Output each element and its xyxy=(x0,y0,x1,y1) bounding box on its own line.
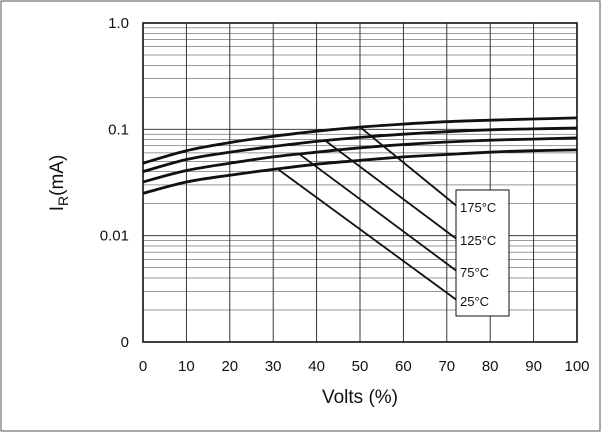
y-axis-title-main: I xyxy=(47,206,68,211)
x-tick-label: 50 xyxy=(352,358,369,375)
leader-line xyxy=(277,168,459,302)
y-tick-label: 1.0 xyxy=(108,15,129,32)
x-tick-label: 90 xyxy=(525,358,542,375)
x-tick-label: 0 xyxy=(139,358,147,375)
y-tick-label: 0 xyxy=(121,334,129,351)
series-label: 75°C xyxy=(460,265,489,280)
series-line xyxy=(142,136,578,184)
series-label: 125°C xyxy=(460,233,496,248)
x-tick-label: 60 xyxy=(395,358,412,375)
x-tick-label: 100 xyxy=(564,358,589,375)
y-tick-label: 0.1 xyxy=(108,121,129,138)
y-axis-title: IR(mA) xyxy=(47,155,71,212)
x-axis-title: Volts (%) xyxy=(322,387,398,408)
x-tick-label: 40 xyxy=(308,358,325,375)
x-tick-labels: 0 10 20 30 40 50 60 70 80 90 100 xyxy=(139,358,590,375)
series-label: 25°C xyxy=(460,294,489,309)
y-axis-title-subscript: R xyxy=(55,196,71,206)
series-line xyxy=(142,126,578,173)
series-labels: 175°C 125°C 75°C 25°C xyxy=(455,189,510,317)
x-tick-label: 70 xyxy=(438,358,455,375)
x-tick-label: 10 xyxy=(178,358,195,375)
x-tick-label: 20 xyxy=(221,358,238,375)
y-tick-labels: 0 0.01 0.1 1.0 xyxy=(100,15,129,351)
y-tick-label: 0.01 xyxy=(100,228,129,245)
leader-lines xyxy=(277,126,459,302)
leader-line xyxy=(324,139,459,241)
x-tick-label: 30 xyxy=(265,358,282,375)
series-label-box xyxy=(455,189,510,317)
leader-line xyxy=(359,126,459,208)
plot-area-border xyxy=(142,22,578,343)
series-line xyxy=(142,148,578,195)
series-label: 175°C xyxy=(460,200,496,215)
leader-line xyxy=(298,153,459,273)
y-axis-title-rest: (mA) xyxy=(47,155,68,196)
x-tick-label: 80 xyxy=(482,358,499,375)
